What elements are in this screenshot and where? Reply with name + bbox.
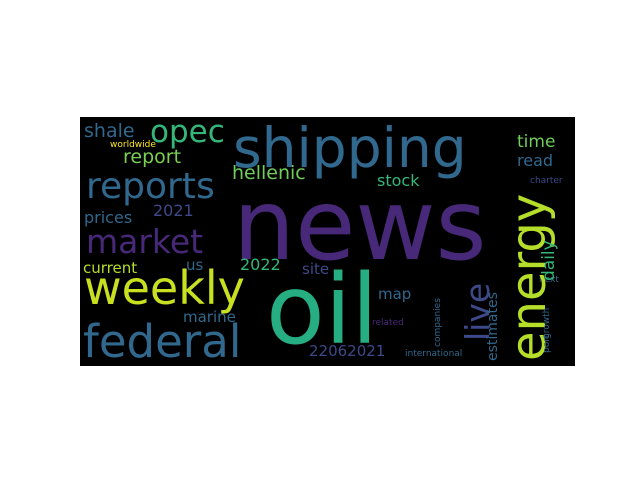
word-shipping: shipping [233,117,467,180]
word-current: current [83,259,138,277]
word-cloud: news oil shipping weekly federal reports… [80,117,575,366]
word-port: port [542,334,552,353]
word-related: related [372,318,404,328]
word-weekly: weekly [84,261,245,315]
word-daily: daily [539,240,559,281]
word-reports: reports [86,166,215,207]
word-federal: federal [83,315,242,366]
word-worldwide: worldwide [110,140,156,150]
word-charter: charter [530,176,563,186]
word-22062021: 22062021 [309,342,386,360]
word-news: news [233,169,487,283]
word-international: international [405,349,463,359]
word-site: site [302,260,330,278]
word-time: time [517,132,556,152]
word-opec: opec [150,117,225,150]
word-next: next [539,275,559,285]
word-oil: oil [266,254,379,366]
word-2021: 2021 [153,201,194,220]
word-market: market [86,222,204,261]
word-companies: companies [433,298,443,347]
word-marine: marine [183,308,236,326]
word-stock: stock [377,171,420,190]
word-2022: 2022 [240,255,281,274]
word-estimates: estimates [485,292,501,361]
word-hellenic: hellenic [232,162,306,184]
word-us: us [186,256,204,274]
word-read: read [517,151,554,170]
word-map: map [378,285,412,303]
word-shale: shale [84,120,135,142]
word-prices: prices [84,208,133,227]
word-report: report [123,146,182,168]
